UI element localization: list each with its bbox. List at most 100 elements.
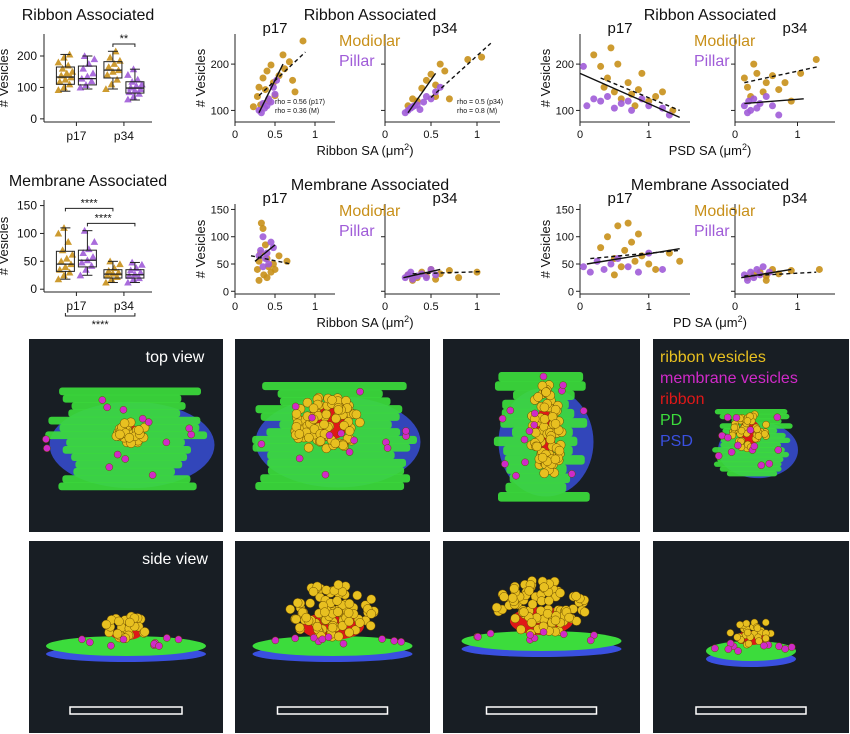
- data-point: [78, 258, 86, 266]
- data-point: [76, 271, 85, 279]
- x-tick-label: 0.5: [267, 301, 282, 313]
- vesicle: [550, 419, 561, 429]
- vesicle: [344, 616, 354, 627]
- data-point: [116, 56, 124, 64]
- vesicle: [321, 409, 332, 420]
- vesicle: [319, 419, 329, 430]
- y-tick-label: 100: [211, 105, 229, 117]
- vesicle: [121, 455, 129, 463]
- point-modiolar: [279, 51, 287, 59]
- render-panel-top-4: [653, 339, 849, 532]
- point-pillar: [269, 244, 277, 252]
- vesicle: [174, 635, 183, 644]
- vesicle: [355, 618, 365, 628]
- legend-pillar: Pillar: [694, 223, 730, 240]
- y-tick-label: 150: [17, 199, 37, 213]
- membrane-stripe: [714, 409, 788, 415]
- vesicle: [112, 629, 123, 639]
- vesicle: [291, 614, 301, 625]
- vesicle: [344, 627, 354, 638]
- vesicle: [187, 430, 195, 439]
- vesicle: [292, 598, 303, 608]
- point-modiolar: [249, 103, 257, 111]
- point-pillar: [257, 246, 265, 254]
- vesicle: [310, 634, 318, 642]
- point-modiolar: [797, 69, 805, 77]
- box-chart-A: Ribbon Associated 0 100 200 # Vesicles p17 p34…: [0, 7, 154, 143]
- fit-line-pillar: [407, 72, 437, 114]
- vesicle: [333, 579, 344, 590]
- vesicle: [105, 463, 113, 471]
- vesicle: [775, 642, 783, 651]
- data-point: [54, 86, 63, 93]
- data-point: [63, 254, 71, 262]
- y-axis-label: # Vesicles: [193, 219, 208, 278]
- point-modiolar: [257, 219, 265, 227]
- point-modiolar: [289, 76, 297, 84]
- point-pillar: [617, 99, 625, 107]
- vesicle: [507, 593, 518, 603]
- data-point: [85, 245, 93, 253]
- membrane-stripe: [62, 394, 182, 403]
- membrane-stripe: [75, 460, 183, 469]
- vesicle: [520, 435, 529, 444]
- vesicle: [750, 442, 759, 450]
- vesicle: [315, 436, 326, 446]
- vesicle: [525, 427, 534, 435]
- x-axis-label: PD SA (μm2): [673, 314, 747, 330]
- data-point: [83, 72, 92, 80]
- point-modiolar: [614, 222, 622, 230]
- vesicle: [397, 638, 405, 646]
- data-point: [61, 263, 70, 270]
- render-legend-1: membrane vesicles: [660, 370, 798, 387]
- point-modiolar: [652, 265, 660, 273]
- membrane-stripe: [719, 466, 782, 472]
- vesicle: [119, 406, 128, 414]
- x-tick-label: 0: [577, 129, 583, 141]
- data-point: [90, 238, 99, 245]
- subpanel-label: p34: [782, 190, 807, 207]
- x-label-main: Ribbon SA (μm: [316, 315, 404, 330]
- x-tick-label: p17: [66, 129, 86, 143]
- x-label-sup: 2: [404, 314, 409, 324]
- scale-bar: [485, 706, 598, 715]
- vesicle: [554, 445, 565, 456]
- y-tick-label: 200: [556, 59, 574, 71]
- vesicle: [332, 596, 342, 606]
- membrane-stripe: [726, 471, 778, 477]
- vesicle: [291, 409, 302, 419]
- subpanel-label: p17: [262, 20, 287, 37]
- x-label-close: ): [743, 315, 747, 330]
- render-legend-3: PD: [660, 412, 682, 429]
- data-point: [79, 64, 87, 72]
- point-modiolar: [628, 238, 636, 246]
- chart-title: Membrane Associated: [291, 177, 449, 194]
- point-modiolar: [787, 267, 795, 275]
- pd-shape: [252, 636, 413, 656]
- vesicle: [571, 591, 581, 601]
- data-point: [57, 257, 65, 265]
- box-chart-D: Membrane Associated 0 50 100 150 # Vesicles p1…: [0, 173, 167, 331]
- vesicle: [532, 441, 542, 452]
- render-legend-2: ribbon: [660, 391, 704, 408]
- point-pillar: [607, 260, 615, 268]
- point-modiolar: [427, 70, 435, 78]
- point-pillar: [579, 263, 587, 271]
- x-tick-label: 1: [474, 301, 480, 313]
- vesicle: [312, 621, 323, 632]
- vesicle: [539, 414, 550, 424]
- x-tick-label: p34: [114, 129, 134, 143]
- data-point: [61, 75, 70, 83]
- membrane-stripe: [62, 445, 192, 454]
- data-point: [124, 95, 132, 103]
- fit-line-modiolar: [600, 77, 680, 112]
- vesicle: [324, 633, 333, 641]
- vesicle: [501, 460, 509, 468]
- y-tick-label: 100: [17, 226, 37, 240]
- point-pillar: [659, 265, 666, 273]
- vesicle: [559, 381, 567, 389]
- point-pillar: [740, 102, 748, 110]
- point-modiolar: [285, 58, 293, 66]
- vesicle: [86, 638, 94, 647]
- x-tick-label: 0: [232, 301, 238, 313]
